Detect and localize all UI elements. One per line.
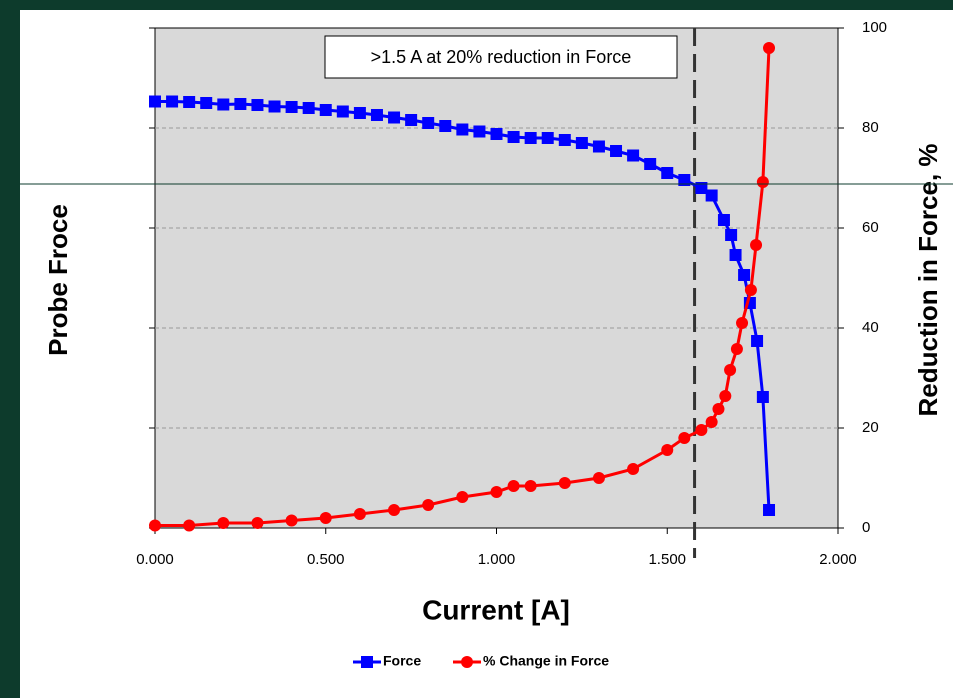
marker — [717, 214, 730, 226]
marker — [507, 131, 520, 143]
marker — [353, 508, 366, 520]
marker — [695, 424, 708, 436]
x-tick-label: 0.000 — [136, 551, 174, 568]
marker — [285, 514, 298, 527]
y2-tick-label: 40 — [862, 319, 879, 336]
marker — [729, 249, 742, 261]
marker — [370, 109, 383, 121]
marker — [285, 101, 298, 113]
marker — [730, 343, 743, 355]
marker — [456, 491, 469, 503]
marker — [705, 416, 718, 428]
marker — [695, 182, 708, 194]
marker — [200, 97, 213, 109]
x-axis-title: Current [A] — [422, 594, 570, 625]
marker — [610, 145, 623, 157]
marker — [388, 504, 401, 516]
marker — [268, 100, 281, 113]
marker — [302, 102, 315, 114]
marker — [756, 176, 769, 188]
marker — [183, 519, 196, 532]
marker — [541, 132, 554, 144]
marker — [217, 517, 230, 529]
marker — [763, 42, 776, 54]
marker — [217, 98, 230, 111]
marker — [234, 98, 247, 110]
marker — [319, 512, 332, 524]
marker — [353, 107, 366, 119]
marker — [744, 284, 757, 296]
marker — [558, 477, 571, 489]
marker — [251, 517, 264, 529]
marker — [738, 269, 751, 281]
marker — [149, 95, 161, 108]
x-tick-label: 1.500 — [648, 551, 686, 568]
marker — [751, 335, 764, 347]
marker — [678, 432, 691, 444]
marker — [627, 463, 640, 475]
marker — [422, 499, 435, 511]
marker — [724, 364, 737, 376]
y2-axis-title: Reduction in Force, % — [913, 143, 943, 416]
marker — [524, 132, 537, 144]
marker — [763, 504, 776, 516]
marker — [592, 472, 605, 484]
marker — [661, 167, 674, 179]
marker — [507, 480, 520, 492]
marker — [166, 95, 179, 108]
marker — [490, 486, 503, 498]
x-tick-label: 1.000 — [478, 551, 516, 568]
marker — [575, 137, 588, 149]
marker — [725, 229, 738, 241]
marker — [456, 123, 469, 136]
marker — [678, 174, 691, 186]
marker — [490, 128, 503, 140]
legend-marker — [361, 656, 373, 668]
marker — [388, 111, 401, 124]
marker — [524, 480, 537, 492]
x-tick-label: 0.500 — [307, 551, 345, 568]
annotation-box — [324, 35, 678, 79]
marker — [405, 114, 418, 126]
marker — [712, 403, 725, 415]
marker — [251, 99, 264, 111]
y-axis-title: Probe Froce — [43, 204, 73, 356]
marker — [756, 391, 769, 403]
y2-tick-label: 100 — [862, 19, 887, 36]
marker — [558, 134, 571, 146]
marker — [627, 149, 640, 162]
marker — [592, 140, 605, 153]
marker — [422, 117, 435, 129]
marker — [719, 390, 732, 402]
y2-tick-label: 80 — [862, 119, 879, 136]
legend-label: Force — [383, 653, 421, 669]
marker — [736, 317, 749, 329]
legend-label: % Change in Force — [483, 653, 609, 669]
y2-tick-label: 0 — [862, 519, 870, 536]
marker — [705, 189, 718, 202]
x-tick-label: 2.000 — [819, 551, 857, 568]
marker — [183, 96, 196, 108]
y2-tick-label: 20 — [862, 419, 879, 436]
marker — [439, 120, 452, 132]
marker — [661, 444, 674, 456]
marker — [644, 158, 657, 170]
marker — [319, 104, 332, 116]
marker — [750, 239, 763, 251]
y2-tick-label: 60 — [862, 219, 879, 236]
marker — [336, 105, 349, 118]
marker — [473, 125, 486, 138]
legend-marker — [461, 656, 473, 668]
marker — [149, 519, 161, 532]
annotation: >1.5 A at 20% reduction in Force — [371, 47, 632, 67]
